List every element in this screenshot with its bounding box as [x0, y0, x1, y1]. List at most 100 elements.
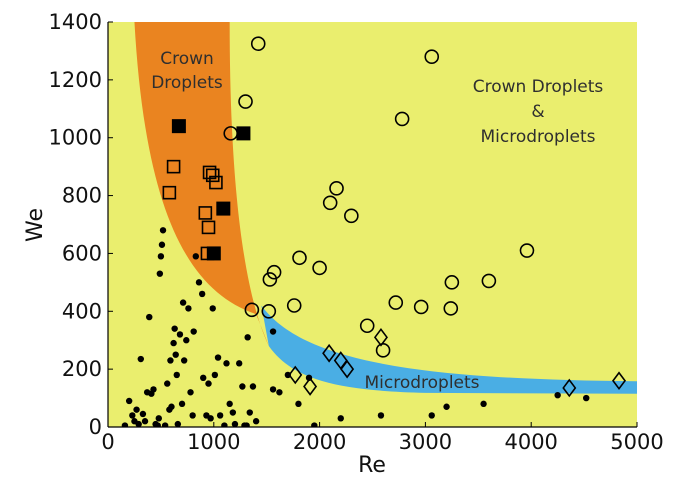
- circle-point-13: [359, 318, 375, 334]
- open-square-point-5: [205, 168, 220, 183]
- x-axis-title: Re: [358, 453, 386, 478]
- x-tick-label-5: 5000: [610, 430, 663, 454]
- dot-point-60: [246, 409, 253, 416]
- region-label-blue: Microdroplets: [364, 373, 479, 393]
- open-square-point-0: [162, 185, 177, 200]
- data-points: [121, 36, 627, 427]
- circle-point-17: [413, 299, 429, 315]
- y-tick-label-7: 1400: [49, 10, 102, 34]
- dot-point-39: [192, 253, 200, 260]
- dot-point-2: [129, 412, 136, 419]
- dot-point-5: [135, 420, 142, 427]
- dot-point-54: [231, 420, 239, 427]
- dot-point-72: [428, 412, 435, 419]
- dot-point-29: [174, 420, 182, 427]
- circle-point-0: [250, 36, 266, 51]
- dot-point-70: [337, 415, 344, 422]
- diamond-point-5: [373, 327, 388, 347]
- open-square-point-6: [209, 175, 223, 190]
- y-tick-label-2: 400: [62, 299, 102, 323]
- dot-point-7: [139, 410, 147, 418]
- crown-and-microdroplets-region: [108, 22, 637, 427]
- dot-point-20: [161, 422, 169, 427]
- dot-point-50: [221, 422, 228, 427]
- circle-point-11: [329, 181, 344, 196]
- dot-point-63: [269, 328, 277, 335]
- circle-point-9: [312, 260, 327, 276]
- dot-point-40: [195, 279, 203, 286]
- dot-point-32: [179, 299, 187, 306]
- dot-point-35: [185, 305, 192, 312]
- dot-point-47: [211, 371, 219, 379]
- region-label-yellow-line2: &: [531, 102, 544, 122]
- circle-point-7: [286, 298, 302, 313]
- dot-point-62: [252, 418, 260, 425]
- dot-point-56: [239, 383, 246, 390]
- dot-point-25: [170, 339, 177, 347]
- circle-point-18: [424, 49, 440, 65]
- dot-point-52: [226, 400, 233, 408]
- dot-point-24: [168, 403, 175, 410]
- filled-square-point-3: [206, 246, 221, 261]
- dot-point-14: [154, 422, 161, 427]
- dot-point-23: [167, 357, 174, 364]
- region-layer: [108, 22, 637, 427]
- x-tick-label-2: 2000: [293, 430, 346, 454]
- circle-point-1: [238, 94, 253, 109]
- region-label-yellow-line1: Crown Droplets: [473, 77, 604, 97]
- dot-point-55: [235, 360, 243, 367]
- dot-point-48: [214, 354, 222, 361]
- dot-point-0: [121, 422, 129, 427]
- crown-droplets-region: [134, 22, 269, 346]
- dot-point-44: [205, 380, 212, 387]
- dot-point-38: [190, 328, 197, 335]
- circle-point-4: [261, 303, 277, 319]
- dot-point-19: [159, 227, 167, 234]
- y-tick-label-5: 1000: [49, 126, 102, 150]
- dot-point-66: [284, 371, 292, 379]
- dot-point-12: [150, 386, 157, 393]
- circle-point-20: [444, 275, 460, 290]
- dot-point-51: [223, 360, 230, 367]
- dot-point-71: [377, 412, 385, 419]
- diamond-point-2: [322, 343, 337, 363]
- dot-point-64: [269, 386, 277, 393]
- dot-point-37: [189, 412, 196, 419]
- filled-square-point-1: [236, 126, 251, 141]
- x-tick-label-1: 1000: [187, 430, 240, 454]
- dot-point-42: [200, 374, 207, 382]
- y-tick-label-6: 1200: [49, 68, 102, 92]
- x-tick-label-3: 3000: [399, 430, 452, 454]
- circle-point-12: [344, 208, 359, 224]
- diamond-point-1: [303, 377, 318, 396]
- dot-point-69: [311, 422, 318, 427]
- dot-point-65: [276, 389, 283, 396]
- dot-point-30: [176, 331, 184, 338]
- y-tick-label-3: 600: [62, 241, 102, 265]
- filled-square-point-0: [171, 119, 186, 134]
- circle-point-10: [322, 195, 338, 211]
- dot-point-1: [125, 397, 133, 405]
- dot-point-75: [554, 391, 561, 399]
- circle-point-3: [244, 302, 260, 318]
- dot-point-31: [178, 400, 186, 408]
- circle-point-5: [262, 272, 278, 287]
- region-label-orange-line2: Droplets: [151, 73, 223, 93]
- dot-point-74: [480, 400, 487, 408]
- dot-point-4: [133, 406, 140, 413]
- circle-point-15: [388, 295, 404, 310]
- dot-point-17: [157, 253, 165, 260]
- dot-point-27: [172, 351, 179, 358]
- open-square-point-1: [166, 159, 181, 174]
- dot-point-67: [295, 400, 302, 408]
- dot-point-34: [183, 337, 190, 344]
- circle-point-14: [375, 343, 391, 358]
- dot-point-28: [173, 371, 180, 379]
- circle-point-22: [519, 243, 535, 258]
- dot-point-16: [156, 270, 164, 277]
- dot-point-46: [209, 305, 216, 312]
- dot-point-59: [244, 334, 251, 341]
- diamond-point-0: [288, 365, 303, 385]
- dot-point-26: [171, 325, 178, 332]
